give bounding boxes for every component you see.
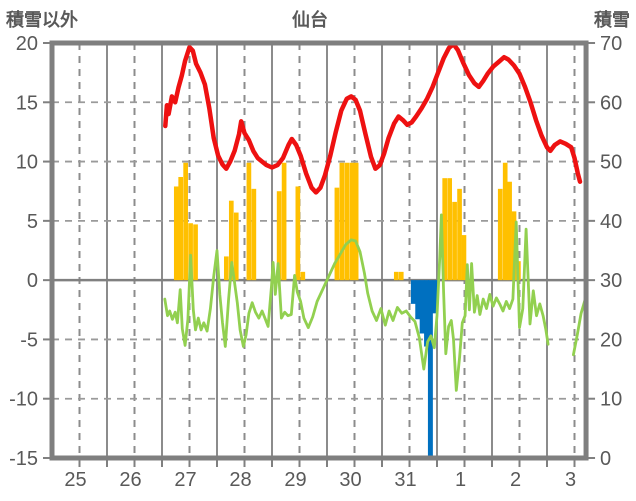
snowfall-bars-bar: [344, 162, 350, 281]
snowfall-bars-bar: [228, 200, 234, 281]
x-axis-tick-label: 25: [64, 469, 86, 491]
snowfall-bars-bar: [442, 178, 448, 281]
snowfall-bars-bar: [173, 186, 179, 281]
snowfall-bars-bar: [452, 201, 457, 281]
series-group: [163, 43, 587, 458]
x-axis-tick-label: 30: [339, 469, 361, 491]
snowfall-bars-bar: [339, 162, 345, 281]
x-axis-tick-label: 3: [565, 469, 576, 491]
right-axis-tick-label: 30: [600, 270, 622, 292]
temperature-line-path: [163, 213, 550, 392]
x-axis-tick-label: 29: [284, 469, 306, 491]
right-axis-title: 積雪: [594, 10, 630, 30]
snowfall-bars-bar: [507, 181, 512, 281]
snowfall-bars-bar: [349, 162, 355, 281]
snowfall-bars-bar: [447, 178, 452, 281]
snowfall-bars-bar: [353, 162, 359, 281]
snowfall-bars-bar: [300, 271, 306, 281]
snowfall-bars-bar: [398, 271, 404, 281]
left-axis-tick-label: -5: [20, 329, 38, 351]
snowfall-bars-bar: [393, 271, 399, 281]
snowfall-bars-bar: [502, 162, 508, 281]
series-negative-bars: [410, 280, 438, 457]
right-axis-tick-label: 60: [600, 92, 622, 114]
snowfall-bars-bar: [295, 186, 301, 281]
x-axis-tick-label: 28: [229, 469, 251, 491]
snowfall-bars-bar: [233, 212, 239, 281]
snowfall-bars-bar: [178, 176, 184, 281]
x-axis-tick-label: 2: [510, 469, 521, 491]
temperature-line-path: [572, 298, 587, 357]
left-axis-tick-label: 0: [27, 270, 38, 292]
snow-depth-line-path: [163, 43, 583, 195]
right-axis-tick-label: 50: [600, 152, 622, 174]
right-axis-tick-label: 10: [600, 389, 622, 411]
x-axis-tick-label: 1: [455, 469, 466, 491]
snowfall-bars-bar: [281, 162, 287, 281]
snowfall-bars-bar: [183, 162, 188, 281]
negative-bars-bar: [432, 280, 438, 314]
gridlines: [52, 43, 587, 458]
negative-bars-bar: [424, 280, 430, 347]
right-axis-tick-label: 40: [600, 211, 622, 233]
snowfall-bars-bar: [246, 162, 252, 281]
left-axis-tick-label: -10: [9, 389, 38, 411]
left-axis-tick-label: 5: [27, 211, 38, 233]
snowfall-bars-bar: [276, 191, 282, 281]
snowfall-bars-bar: [224, 256, 229, 281]
series-temperature-line: [163, 213, 587, 392]
snowfall-bars-bar: [188, 223, 193, 281]
negative-bars-bar: [415, 280, 421, 320]
left-axis-tick-label: 10: [16, 152, 38, 174]
x-axis-tick-label: 26: [119, 469, 141, 491]
snowfall-bars-bar: [251, 188, 257, 281]
x-axis-tick-label: 27: [174, 469, 196, 491]
plot-frame: [49, 40, 589, 461]
chart-title: 仙台: [292, 10, 328, 30]
snowfall-bars-bar: [497, 188, 503, 281]
axis-ticks: [43, 42, 596, 467]
right-axis-tick-label: 0: [600, 448, 611, 470]
left-axis-tick-label: 15: [16, 92, 38, 114]
snowfall-bars-bar: [334, 187, 340, 281]
left-axis-title: 積雪以外: [6, 10, 78, 30]
snowfall-bars-bar: [457, 188, 462, 281]
left-axis-tick-label: 20: [16, 33, 38, 55]
series-snow-depth-line: [163, 43, 583, 195]
left-axis-tick-label: -15: [9, 448, 38, 470]
x-axis-tick-label: 31: [394, 469, 416, 491]
negative-bars-bar: [410, 280, 416, 304]
series-snowfall-bars: [173, 162, 521, 281]
snowfall-bars-bar: [461, 235, 467, 281]
right-axis-tick-label: 20: [600, 329, 622, 351]
negative-bars-bar: [419, 280, 425, 334]
right-axis-tick-label: 70: [600, 33, 622, 55]
negative-bars-bar: [427, 280, 433, 457]
snowfall-bars-bar: [193, 224, 198, 281]
